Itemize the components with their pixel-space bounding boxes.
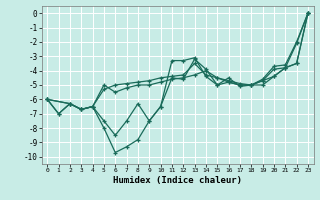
X-axis label: Humidex (Indice chaleur): Humidex (Indice chaleur)	[113, 176, 242, 185]
